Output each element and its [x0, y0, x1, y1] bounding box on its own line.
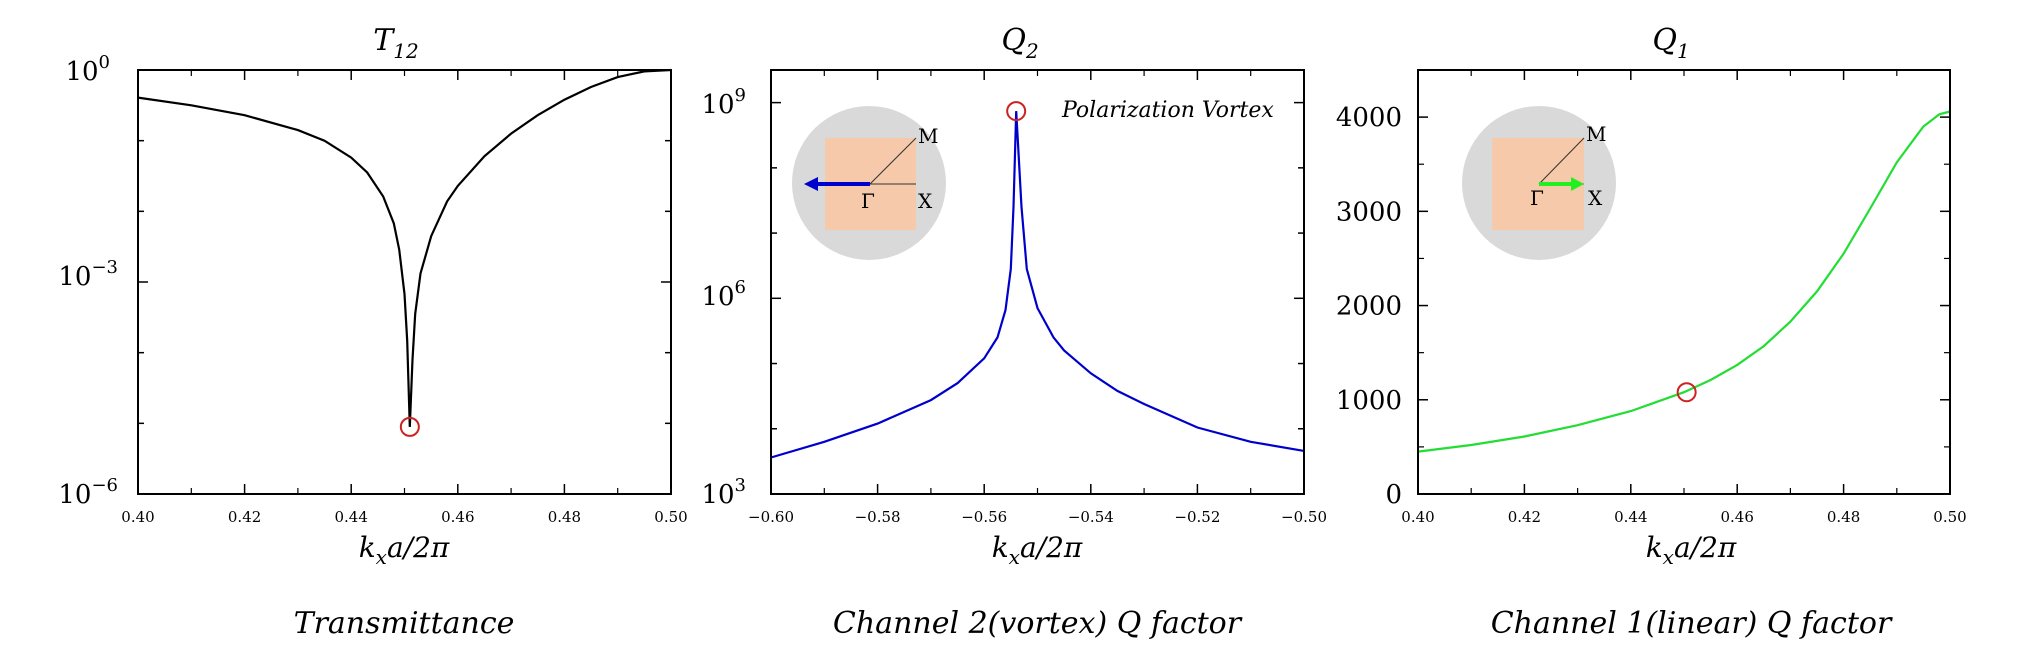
panel3-frame	[1417, 69, 1951, 495]
panel3-caption: Channel 1(linear) Q factor	[1491, 606, 1893, 641]
panel3-series-line	[1417, 110, 1951, 453]
x-tick-label: 0.48	[548, 508, 581, 526]
inset2-label-gamma: Γ	[861, 189, 875, 213]
panel1-series-line	[137, 68, 672, 427]
y-tick-label: 1000	[1336, 386, 1402, 416]
inset3-label-m: M	[1586, 122, 1606, 146]
panel2-marker	[1006, 101, 1027, 122]
x-tick-label: 0.40	[1401, 508, 1434, 526]
svg-text:109: 109	[701, 85, 746, 120]
panel2-frame	[770, 69, 1305, 495]
x-tick-label: 0.50	[654, 508, 687, 526]
panel2-ticks: −0.60 −0.58 −0.56 −0.54 −0.52 −0.50	[748, 70, 1327, 526]
inset3-label-gamma: Γ	[1530, 186, 1544, 210]
x-tick-label: 0.42	[1508, 508, 1541, 526]
panel2-xlabel: kxa/2π	[992, 531, 1083, 569]
panel-q2: Q2 −0.60 −0.58 −0.56 −0.54 −0.52 −0.50 M Γ X …	[701, 23, 1327, 641]
panel1-caption: Transmittance	[294, 606, 515, 641]
svg-text:10−6: 10−6	[58, 475, 118, 510]
panel2-title: Q2	[1001, 23, 1038, 63]
x-tick-label: −0.52	[1174, 508, 1220, 526]
svg-text:106: 106	[701, 277, 746, 312]
panel2-caption: Channel 2(vortex) Q factor	[833, 606, 1243, 641]
panel-transmittance: T12 0.40 0.42 0.44 0.46 0.48 0.50 100 10−3 10…	[58, 23, 687, 641]
x-tick-label: 0.46	[1720, 508, 1753, 526]
x-tick-label: −0.56	[961, 508, 1007, 526]
panel1-title: T12	[373, 23, 418, 63]
inset3-label-x: X	[1588, 186, 1603, 210]
x-tick-label: −0.50	[1281, 508, 1327, 526]
panel2-ytick-label-1: 106	[701, 277, 746, 312]
x-tick-label: 0.50	[1933, 508, 1966, 526]
svg-text:10−3: 10−3	[58, 257, 118, 292]
y-tick-label: 2000	[1336, 292, 1402, 322]
panel3-title: Q1	[1652, 23, 1689, 63]
panel2-ytick-label-0: 109	[701, 85, 746, 120]
panel1-xlabel: kxa/2π	[359, 531, 450, 569]
panel1-ytick-label-2: 10−6	[58, 475, 118, 510]
x-tick-label: 0.44	[1614, 508, 1647, 526]
x-tick-label: −0.58	[855, 508, 901, 526]
panel2-annotation: Polarization Vortex	[1061, 98, 1274, 123]
panel2-ytick-label-2: 103	[701, 475, 746, 510]
x-tick-label: 0.48	[1827, 508, 1860, 526]
panel1-ticks: 0.40 0.42 0.44 0.46 0.48 0.50	[121, 69, 688, 526]
y-tick-label: 3000	[1336, 197, 1402, 227]
svg-text:103: 103	[701, 475, 746, 510]
x-tick-label: −0.60	[748, 508, 794, 526]
panel2-series-line	[770, 111, 1305, 459]
x-tick-label: 0.46	[441, 508, 474, 526]
x-tick-label: 0.42	[228, 508, 261, 526]
inset2-label-m: M	[918, 124, 938, 148]
panel3-xlabel: kxa/2π	[1646, 531, 1737, 569]
panel3-ytick-labels: 4000 3000 2000 1000 0	[1336, 103, 1402, 510]
panel1-ytick-label-1: 10−3	[58, 257, 118, 292]
panel3-inset-brillouin-zone: M Γ X	[1462, 106, 1616, 260]
x-tick-label: 0.44	[334, 508, 367, 526]
panel1-ytick-label-0: 100	[65, 52, 110, 87]
panel1-frame	[137, 69, 672, 495]
y-tick-label: 4000	[1336, 103, 1402, 133]
y-tick-label: 0	[1385, 480, 1402, 510]
panel1-marker	[399, 416, 420, 437]
panel3-marker	[1676, 382, 1697, 403]
panel3-ticks: 0.40 0.42 0.44 0.46 0.48 0.50	[1401, 69, 1967, 526]
x-tick-label: −0.54	[1068, 508, 1114, 526]
x-tick-label: 0.40	[121, 508, 154, 526]
inset2-label-x: X	[918, 189, 933, 213]
panel-q1: Q1 0.40 0.42 0.44 0.46 0.48 0.50 M Γ X 4000 30…	[1336, 23, 1967, 641]
svg-text:100: 100	[65, 52, 110, 87]
panel2-inset-brillouin-zone: M Γ X	[792, 106, 946, 260]
